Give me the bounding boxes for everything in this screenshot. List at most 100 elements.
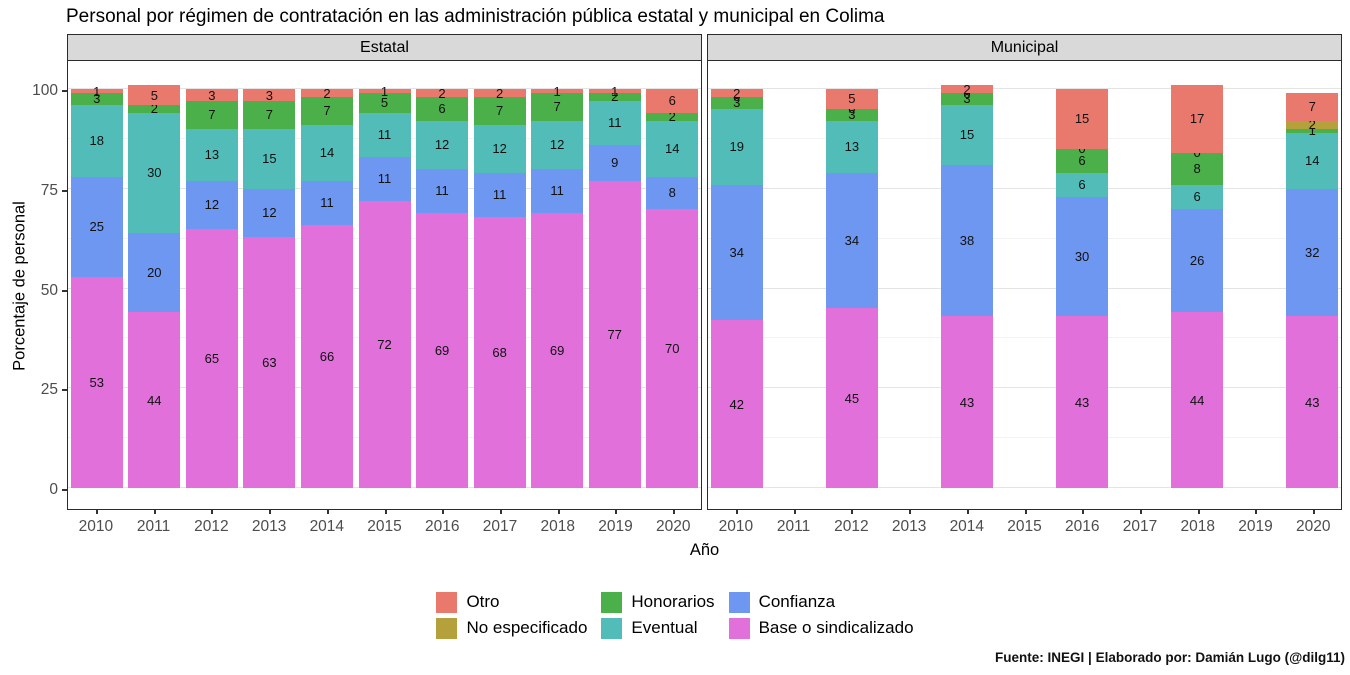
stacked-bar-estatal-2012: 65 12 13 7 3 xyxy=(185,89,238,488)
year-label: 2019 xyxy=(598,518,633,535)
y-tick-mark xyxy=(62,289,67,292)
segment-label-confianza: 11 xyxy=(492,187,507,203)
segment-label-otro: 1 xyxy=(93,83,101,99)
x-tick-label: 2016 xyxy=(1053,510,1111,538)
x-tick-label: 2015 xyxy=(356,510,414,538)
x-tick-mark xyxy=(615,510,618,514)
segment-label-eventual: 14 xyxy=(319,145,335,161)
segment-label-honorarios: 3 xyxy=(733,95,741,111)
year-label: 2010 xyxy=(718,518,754,535)
gridline-major xyxy=(708,387,1341,389)
segment-otro xyxy=(128,85,181,105)
x-tick-mark xyxy=(1024,510,1027,514)
gridline-major xyxy=(708,88,1341,89)
segment-label-otro: 2 xyxy=(323,85,331,101)
legend-label-confianza: Confianza xyxy=(758,592,836,611)
x-tick-mark xyxy=(673,510,676,514)
stacked-bar-estatal-2013: 63 12 15 7 3 xyxy=(243,89,296,488)
segment-label-confianza: 20 xyxy=(147,265,162,281)
segment-honorarios xyxy=(531,93,584,121)
segment-label-otro: 1 xyxy=(380,83,389,99)
segment-confianza xyxy=(128,232,181,313)
segment-eventual xyxy=(1286,132,1339,189)
year-label: 2013 xyxy=(891,518,927,535)
year-slot: 69 11 12 6 2 xyxy=(413,61,471,509)
segment-label-otro: 5 xyxy=(150,87,158,103)
segment-label-eventual: 14 xyxy=(1305,153,1320,169)
segment-label-honorarios: 7 xyxy=(208,107,216,123)
segment-label-no_especificado: 0 xyxy=(848,101,856,117)
year-label: 2016 xyxy=(1065,518,1100,535)
segment-confianza xyxy=(185,180,238,229)
segment-label-base: 69 xyxy=(549,342,565,358)
segment-label-confianza: 26 xyxy=(1189,253,1205,269)
segment-otro xyxy=(1056,89,1109,149)
segment-label-honorarios: 8 xyxy=(1193,161,1201,177)
segment-honorarios xyxy=(358,93,411,113)
y-tick-label: 50 xyxy=(40,281,58,299)
segment-label-eventual: 13 xyxy=(204,147,220,163)
segment-confianza xyxy=(473,172,526,217)
segment-base xyxy=(70,276,123,488)
bar-slots: 42 34 19 3 0 2 45 34 13 3 0 5 43 38 15 3 0 2 43 30 6 6 0 15 44 26… xyxy=(708,61,1341,509)
x-tick-mark xyxy=(500,510,502,514)
segment-label-honorarios: 3 xyxy=(93,91,101,107)
gridline-major xyxy=(708,487,1341,488)
x-tick-mark xyxy=(1082,510,1085,514)
segment-label-honorarios: 1 xyxy=(1308,123,1316,139)
year-label: 2020 xyxy=(655,518,691,535)
bar-slots: 53 25 18 3 1 44 20 30 2 5 65 12 13 7 3 63 12 15 7 3 66 11 14 7 2… xyxy=(68,61,701,509)
x-tick-mark xyxy=(384,510,387,514)
stacked-bar-estatal-2017: 68 11 12 7 2 xyxy=(473,87,526,488)
x-tick-mark xyxy=(442,510,445,514)
x-tick-label: 2017 xyxy=(471,510,529,538)
segment-label-confianza: 12 xyxy=(204,197,220,213)
x-tick-mark xyxy=(909,510,912,514)
segment-label-confianza: 34 xyxy=(729,245,744,261)
segment-label-confianza: 9 xyxy=(611,155,619,171)
segment-label-base: 68 xyxy=(492,344,507,360)
segment-label-base: 42 xyxy=(729,396,744,412)
year-label: 2020 xyxy=(1295,518,1331,535)
x-tick-label: 2014 xyxy=(938,510,996,538)
year-label: 2017 xyxy=(482,518,518,535)
segment-label-confianza: 8 xyxy=(668,185,676,201)
segment-label-otro: 2 xyxy=(495,85,504,101)
segment-label-eventual: 12 xyxy=(549,137,565,153)
year-label: 2011 xyxy=(136,518,171,535)
x-tick-mark xyxy=(735,510,738,514)
legend-key-base xyxy=(728,617,750,639)
segment-confianza xyxy=(588,144,641,181)
segment-label-base: 44 xyxy=(1189,392,1205,408)
year-slot: 43 32 14 1 2 7 xyxy=(1283,61,1341,509)
segment-label-base: 77 xyxy=(607,326,622,342)
segment-label-base: 66 xyxy=(319,348,335,364)
segment-eventual xyxy=(473,124,526,173)
stacked-bar-estatal-2016: 69 11 12 6 2 xyxy=(416,87,469,488)
segment-label-confianza: 11 xyxy=(550,183,564,199)
year-label: 2011 xyxy=(776,518,811,535)
stacked-bar-estatal-2015: 72 11 11 5 1 xyxy=(358,85,411,488)
segment-honorarios xyxy=(70,93,123,105)
segment-honorarios xyxy=(300,97,353,125)
segment-eventual xyxy=(185,128,238,181)
segment-otro xyxy=(531,89,584,93)
segment-otro xyxy=(243,89,296,101)
legend-item-confianza: Confianza xyxy=(728,589,914,615)
segment-label-eventual: 18 xyxy=(89,133,104,149)
segment-base xyxy=(300,224,353,488)
x-tick-label: 2012 xyxy=(822,510,880,538)
x-tick-label: 2010 xyxy=(67,510,125,538)
y-tick-mark xyxy=(62,189,67,192)
x-tick-mark xyxy=(95,510,98,514)
legend-item-no_especificado: No especificado xyxy=(436,615,587,641)
segment-honorarios xyxy=(825,108,878,121)
segment-label-otro: 15 xyxy=(1074,111,1090,127)
segment-label-eventual: 19 xyxy=(729,139,744,155)
legend-key-otro xyxy=(436,591,458,613)
stacked-bar-estatal-2014: 66 11 14 7 2 xyxy=(300,87,353,488)
year-label: 2013 xyxy=(251,518,287,535)
segment-eventual xyxy=(128,112,181,233)
segment-otro xyxy=(358,89,411,93)
stacked-bar-municipal-2018: 44 26 6 8 0 17 xyxy=(1171,85,1224,488)
